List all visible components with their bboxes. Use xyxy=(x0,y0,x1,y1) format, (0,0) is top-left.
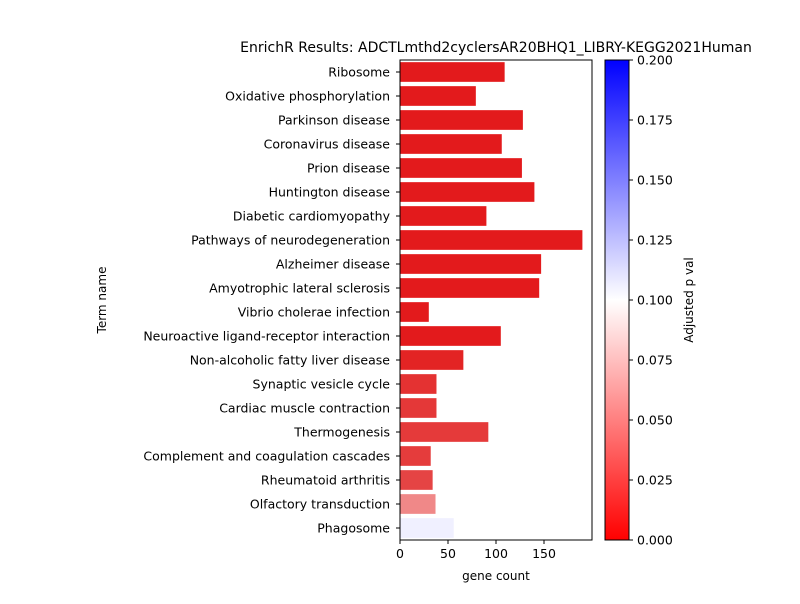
term-label: Alzheimer disease xyxy=(276,257,390,272)
colorbar-tick-label: 0.125 xyxy=(637,233,673,248)
bar xyxy=(400,374,437,394)
term-label: Prion disease xyxy=(307,161,390,176)
bar xyxy=(400,254,542,274)
term-label: Complement and coagulation cascades xyxy=(143,449,390,464)
term-label: Phagosome xyxy=(317,521,390,536)
term-label: Synaptic vesicle cycle xyxy=(253,377,391,392)
term-label: Coronavirus disease xyxy=(264,137,391,152)
bar xyxy=(400,62,505,82)
colorbar-ticks: 0.000 0.025 0.050 0.075 0.100 0.125 0.150 0.175… xyxy=(629,53,673,548)
bar xyxy=(400,182,535,202)
x-tick-label: 0 xyxy=(396,546,404,561)
x-axis-label: gene count xyxy=(462,569,530,583)
colorbar-tick-label: 0.050 xyxy=(637,413,673,428)
x-tick-label: 150 xyxy=(532,546,556,561)
colorbar-tick-label: 0.025 xyxy=(637,473,673,488)
bar xyxy=(400,446,431,466)
colorbar-tick-label: 0.075 xyxy=(637,353,673,368)
term-label: Rheumatoid arthritis xyxy=(261,473,390,488)
bar xyxy=(400,326,501,346)
y-axis-label: Term name xyxy=(95,267,109,335)
colorbar-tick-label: 0.150 xyxy=(637,173,673,188)
chart-title: EnrichR Results: ADCTLmthd2cyclersAR20BH… xyxy=(240,40,752,56)
x-tick-label: 50 xyxy=(440,546,456,561)
term-label: Pathways of neurodegeneration xyxy=(191,233,390,248)
term-label: Amyotrophic lateral sclerosis xyxy=(209,281,390,296)
term-label: Cardiac muscle contraction xyxy=(219,401,390,416)
bar xyxy=(400,302,429,322)
term-label: Thermogenesis xyxy=(293,425,390,440)
term-label: Parkinson disease xyxy=(278,113,390,128)
bars-group xyxy=(400,62,583,538)
bar xyxy=(400,278,540,298)
x-axis-ticks: 0 50 100 150 xyxy=(396,540,556,561)
colorbar-tick-label: 0.000 xyxy=(637,533,673,548)
bar xyxy=(400,230,583,250)
colorbar-tick-label: 0.200 xyxy=(637,53,673,68)
term-label: Oxidative phosphorylation xyxy=(225,89,390,104)
term-label: Vibrio cholerae infection xyxy=(238,305,390,320)
bar xyxy=(400,494,436,514)
term-label: Olfactory transduction xyxy=(250,497,390,512)
term-label: Neuroactive ligand-receptor interaction xyxy=(143,329,390,344)
bar xyxy=(400,110,523,130)
bar xyxy=(400,134,502,154)
term-label: Huntington disease xyxy=(269,185,391,200)
colorbar-tick-label: 0.100 xyxy=(637,293,673,308)
term-label: Non-alcoholic fatty liver disease xyxy=(190,353,391,368)
bar xyxy=(400,470,433,490)
bar xyxy=(400,206,487,226)
colorbar-tick-label: 0.175 xyxy=(637,113,673,128)
plot-frame xyxy=(399,59,593,541)
term-label: Diabetic cardiomyopathy xyxy=(233,209,391,224)
bar xyxy=(400,518,454,538)
term-label: Ribosome xyxy=(328,65,390,80)
colorbar-label: Adjusted p val xyxy=(682,257,696,343)
term-labels: Ribosome Oxidative phosphorylation Parkins… xyxy=(143,65,400,536)
x-tick-label: 100 xyxy=(484,546,508,561)
bar xyxy=(400,158,522,178)
colorbar xyxy=(604,59,630,541)
bar xyxy=(400,86,476,106)
bar xyxy=(400,398,437,418)
bar xyxy=(400,422,489,442)
bar xyxy=(400,350,464,370)
